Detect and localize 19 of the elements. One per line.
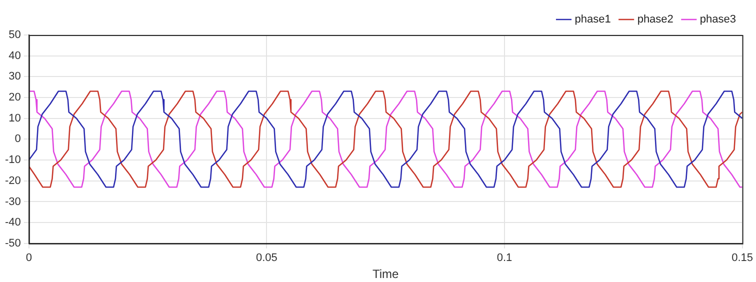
y-tick-label: 50 [8, 29, 21, 42]
x-tick-label: 0 [26, 252, 32, 264]
x-axis-title: Time [372, 267, 400, 282]
y-tick-label: 0 [14, 133, 21, 146]
legend-label: phase3 [700, 14, 736, 26]
legend-label: phase1 [574, 14, 611, 26]
y-tick-label: 40 [8, 50, 21, 62]
x-tick-label: 0.15 [732, 252, 754, 264]
y-tick-label: 10 [8, 112, 21, 124]
x-tick-label: 0.05 [256, 252, 278, 264]
y-tick-label: 30 [8, 70, 21, 83]
y-tick-label: -40 [4, 216, 21, 229]
y-tick-label: -50 [4, 237, 21, 250]
legend-label: phase2 [637, 14, 674, 26]
y-tick-label: 20 [8, 92, 21, 104]
y-tick-label: -20 [4, 174, 21, 187]
x-tick-label: 0.1 [496, 252, 512, 264]
y-tick-label: -30 [4, 196, 21, 208]
y-tick-label: -10 [4, 154, 21, 166]
